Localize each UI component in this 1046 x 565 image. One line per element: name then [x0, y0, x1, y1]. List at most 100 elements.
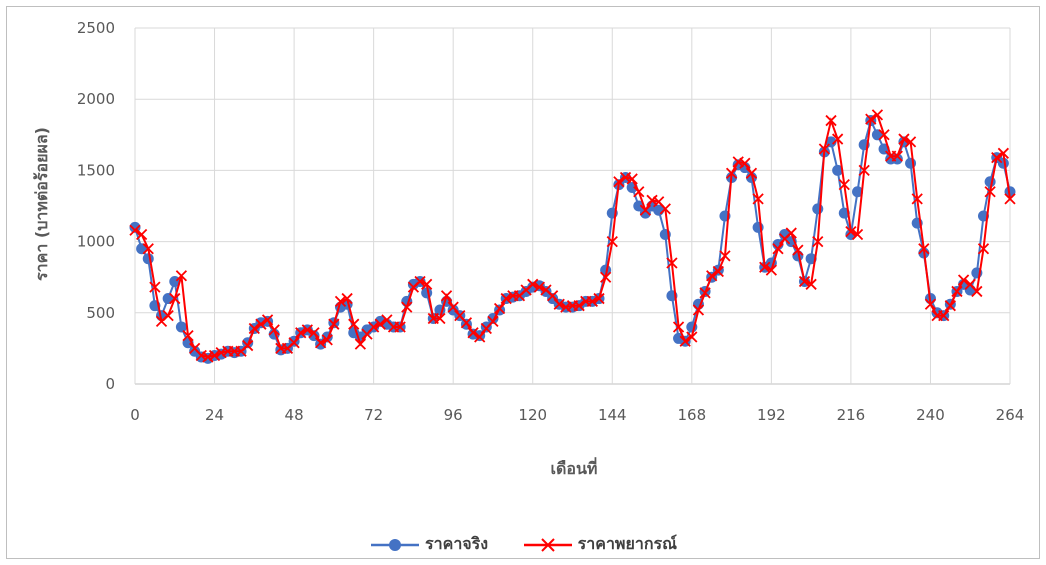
data-point	[686, 331, 698, 343]
data-point	[268, 324, 280, 336]
data-point	[215, 347, 227, 359]
data-point	[314, 337, 327, 349]
data-point	[805, 278, 817, 290]
legend-item-forecast: ราคาพยากรณ์	[522, 532, 677, 557]
data-point	[951, 285, 963, 298]
data-point	[334, 295, 347, 308]
y-tick-label: 2500	[77, 19, 115, 37]
y-tick-labels: 0 500 1000 1500 2000 2500	[77, 19, 115, 393]
data-point	[865, 113, 877, 125]
data-point	[712, 265, 724, 278]
y-axis-title: ราคา (บาทต่อร้อยผล)	[32, 127, 51, 281]
data-point	[871, 109, 884, 121]
data-point	[977, 243, 990, 255]
data-point	[878, 129, 890, 141]
data-point	[719, 250, 731, 262]
data-point	[613, 176, 625, 188]
data-point	[772, 243, 784, 255]
x-tick-label: 192	[757, 406, 786, 424]
data-point	[752, 193, 764, 205]
data-point	[619, 171, 632, 184]
data-point	[553, 298, 565, 310]
x-tick-label: 240	[916, 406, 945, 424]
x-axis-title: เดือนที่	[551, 457, 598, 478]
data-point	[162, 310, 174, 322]
data-point	[984, 186, 996, 198]
data-point	[818, 143, 831, 155]
data-point	[838, 179, 850, 191]
data-point	[759, 261, 771, 273]
data-point	[560, 301, 572, 313]
data-point	[586, 295, 599, 308]
data-point	[672, 321, 685, 333]
legend-marker-actual	[371, 538, 420, 551]
data-point	[798, 275, 811, 288]
data-point	[341, 292, 353, 305]
data-point	[785, 227, 797, 239]
data-point	[626, 173, 638, 185]
data-point	[321, 334, 333, 346]
x-tick-label: 168	[677, 406, 706, 424]
data-point	[474, 331, 486, 343]
data-point	[527, 278, 539, 290]
data-point	[487, 315, 499, 327]
data-point	[699, 287, 711, 299]
series-layer	[129, 109, 1016, 364]
data-point	[825, 114, 837, 127]
data-point	[944, 300, 956, 312]
data-point	[858, 164, 870, 177]
data-point	[573, 300, 585, 312]
data-point	[938, 310, 950, 322]
data-point	[401, 301, 413, 313]
x-tick-label: 96	[444, 406, 463, 424]
data-point	[460, 317, 473, 329]
data-point	[593, 292, 605, 305]
data-point	[135, 228, 148, 241]
data-point	[832, 133, 844, 145]
data-point	[447, 301, 459, 313]
data-point	[732, 156, 744, 168]
data-point	[467, 327, 479, 339]
data-point	[374, 318, 386, 330]
data-point	[248, 322, 260, 335]
x-tick-label: 216	[837, 406, 866, 424]
x-tick-label: 0	[130, 406, 140, 424]
data-point	[679, 335, 691, 347]
data-point	[891, 150, 903, 162]
data-point	[845, 225, 857, 238]
data-point	[924, 298, 937, 310]
data-point	[354, 338, 367, 350]
y-tick-label: 500	[86, 304, 115, 322]
data-point	[765, 264, 778, 276]
data-point	[149, 281, 161, 293]
data-point	[493, 302, 506, 315]
series-forecast	[129, 109, 1016, 363]
data-point	[812, 203, 824, 215]
x-tick-label: 144	[598, 406, 627, 424]
data-point	[208, 349, 221, 362]
data-point	[904, 136, 917, 148]
data-point	[175, 270, 188, 282]
data-point	[394, 321, 406, 333]
legend: ราคาจริง ราคาพยากรณ์	[0, 532, 1046, 557]
data-point	[288, 337, 300, 349]
y-tick-label: 1000	[77, 233, 115, 251]
data-point	[633, 200, 645, 212]
data-point	[142, 243, 154, 255]
legend-marker-forecast	[523, 537, 572, 552]
data-point	[421, 278, 433, 290]
legend-item-actual: ราคาจริง	[369, 532, 488, 557]
data-point	[706, 270, 718, 282]
data-point	[606, 235, 618, 248]
data-point	[440, 290, 453, 302]
data-point	[301, 324, 313, 336]
data-point	[175, 321, 187, 333]
legend-label-forecast: ราคาพยากรณ์	[577, 534, 677, 553]
x-tick-label: 24	[205, 406, 224, 424]
y-tick-label: 1500	[77, 161, 115, 179]
data-point	[328, 318, 340, 330]
data-point	[984, 176, 996, 188]
x-tick-label: 48	[285, 406, 304, 424]
data-point	[202, 351, 214, 363]
